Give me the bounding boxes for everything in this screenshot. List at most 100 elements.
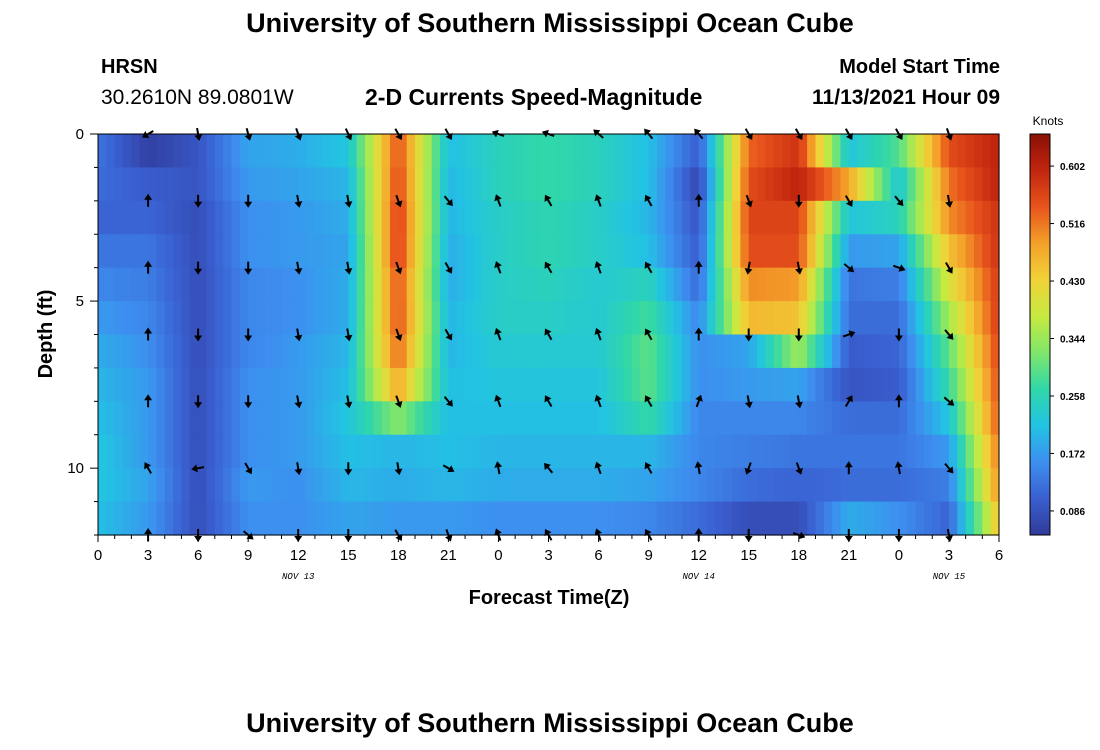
heatmap-cell [473, 134, 483, 169]
heatmap-cell [848, 501, 858, 536]
heatmap-cell [932, 134, 942, 169]
heatmap-cell [773, 134, 783, 169]
heatmap-cell [948, 167, 958, 202]
heatmap-cell [381, 401, 391, 436]
heatmap-cell [456, 301, 466, 336]
heatmap-cell [807, 334, 817, 369]
heatmap-cell [832, 167, 842, 202]
heatmap-cell [289, 267, 299, 302]
heatmap-cell [173, 301, 183, 336]
arrow-head [695, 394, 703, 402]
heatmap-cell [456, 134, 466, 169]
current-arrow [144, 394, 153, 408]
arrow-head [694, 528, 703, 534]
heatmap-cell [757, 234, 766, 269]
heatmap-cell [256, 301, 266, 336]
heatmap-cell [281, 468, 291, 503]
heatmap-cell [990, 501, 1000, 536]
heatmap-cell [523, 401, 533, 436]
current-arrow [694, 260, 703, 274]
heatmap-cell [106, 501, 116, 536]
heatmap-cell [898, 468, 908, 503]
heatmap-cell [181, 468, 191, 503]
heatmap-cell [498, 434, 508, 469]
heatmap-cell [231, 167, 241, 202]
heatmap-cell [523, 434, 533, 469]
heatmap-cell [373, 401, 383, 436]
heatmap-cell [631, 301, 641, 336]
heatmap-cell [498, 334, 508, 369]
heatmap-cell [473, 167, 483, 202]
heatmap-cell [581, 301, 591, 336]
current-arrow [544, 528, 553, 541]
heatmap-cell [890, 134, 900, 169]
heatmap-cell [857, 267, 867, 302]
heatmap-cell [256, 367, 266, 402]
heatmap-cell [156, 434, 166, 469]
heatmap-cell [623, 501, 633, 536]
heatmap-cell [206, 468, 216, 503]
heatmap-cell [148, 167, 157, 202]
heatmap-cell [840, 468, 850, 503]
current-arrow [443, 195, 453, 207]
heatmap-cell [773, 334, 783, 369]
heatmap-cell [748, 501, 758, 536]
heatmap-cell [965, 200, 975, 235]
heatmap-cell [314, 134, 324, 169]
heatmap-cell [98, 401, 107, 436]
heatmap-cell [873, 301, 883, 336]
arrow-head [244, 268, 253, 275]
x-tick-label: 0 [895, 547, 903, 564]
heatmap-cell [732, 267, 741, 302]
heatmap-cell [890, 401, 900, 436]
heatmap-cell [757, 301, 766, 336]
current-arrow [191, 464, 205, 473]
heatmap-cell [156, 334, 166, 369]
heatmap-cell [707, 167, 716, 202]
heatmap-cell [857, 401, 867, 436]
heatmap-cell [456, 501, 466, 536]
heatmap-cell [348, 301, 358, 336]
heatmap-cell [698, 301, 708, 336]
heatmap-cell [498, 167, 508, 202]
heatmap-cell [531, 134, 541, 169]
heatmap-cell [606, 434, 616, 469]
heatmap-cell [765, 234, 775, 269]
heatmap-cell [348, 334, 358, 369]
heatmap-cell [114, 401, 124, 436]
x-tick-label: 6 [594, 547, 602, 564]
heatmap-cell [873, 234, 883, 269]
heatmap-cell [673, 334, 683, 369]
heatmap-cell [615, 501, 625, 536]
heatmap-cell [298, 134, 308, 169]
heatmap-cell [281, 267, 291, 302]
heatmap-cell [665, 401, 675, 436]
heatmap-cell [415, 234, 424, 269]
heatmap-cell [431, 367, 441, 402]
heatmap-cell [865, 468, 875, 503]
heatmap-cell [289, 334, 299, 369]
heatmap-cell [656, 367, 666, 402]
heatmap-cell [590, 267, 600, 302]
station-name: HRSN [101, 56, 158, 78]
heatmap-cell [615, 234, 625, 269]
heatmap-cell [364, 267, 374, 302]
heatmap-cell [289, 234, 299, 269]
heatmap-cell [289, 367, 299, 402]
heatmap-cell [982, 367, 992, 402]
heatmap-cell [523, 468, 533, 503]
heatmap-cell [440, 267, 449, 302]
heatmap-cell [364, 301, 374, 336]
heatmap-cell [164, 434, 174, 469]
heatmap-cell [389, 134, 399, 169]
heatmap-cell [948, 301, 958, 336]
heatmap-cell [506, 501, 516, 536]
heatmap-cell [298, 200, 308, 235]
heatmap-cell [990, 334, 1000, 369]
heatmap-cell [932, 234, 942, 269]
heatmap-cell [440, 234, 449, 269]
heatmap-cell [932, 501, 942, 536]
colorbar: Knots 0.0860.1720.2580.3440.4300.5160.60… [1029, 114, 1085, 536]
heatmap-cell [840, 234, 850, 269]
current-arrow [843, 263, 855, 273]
